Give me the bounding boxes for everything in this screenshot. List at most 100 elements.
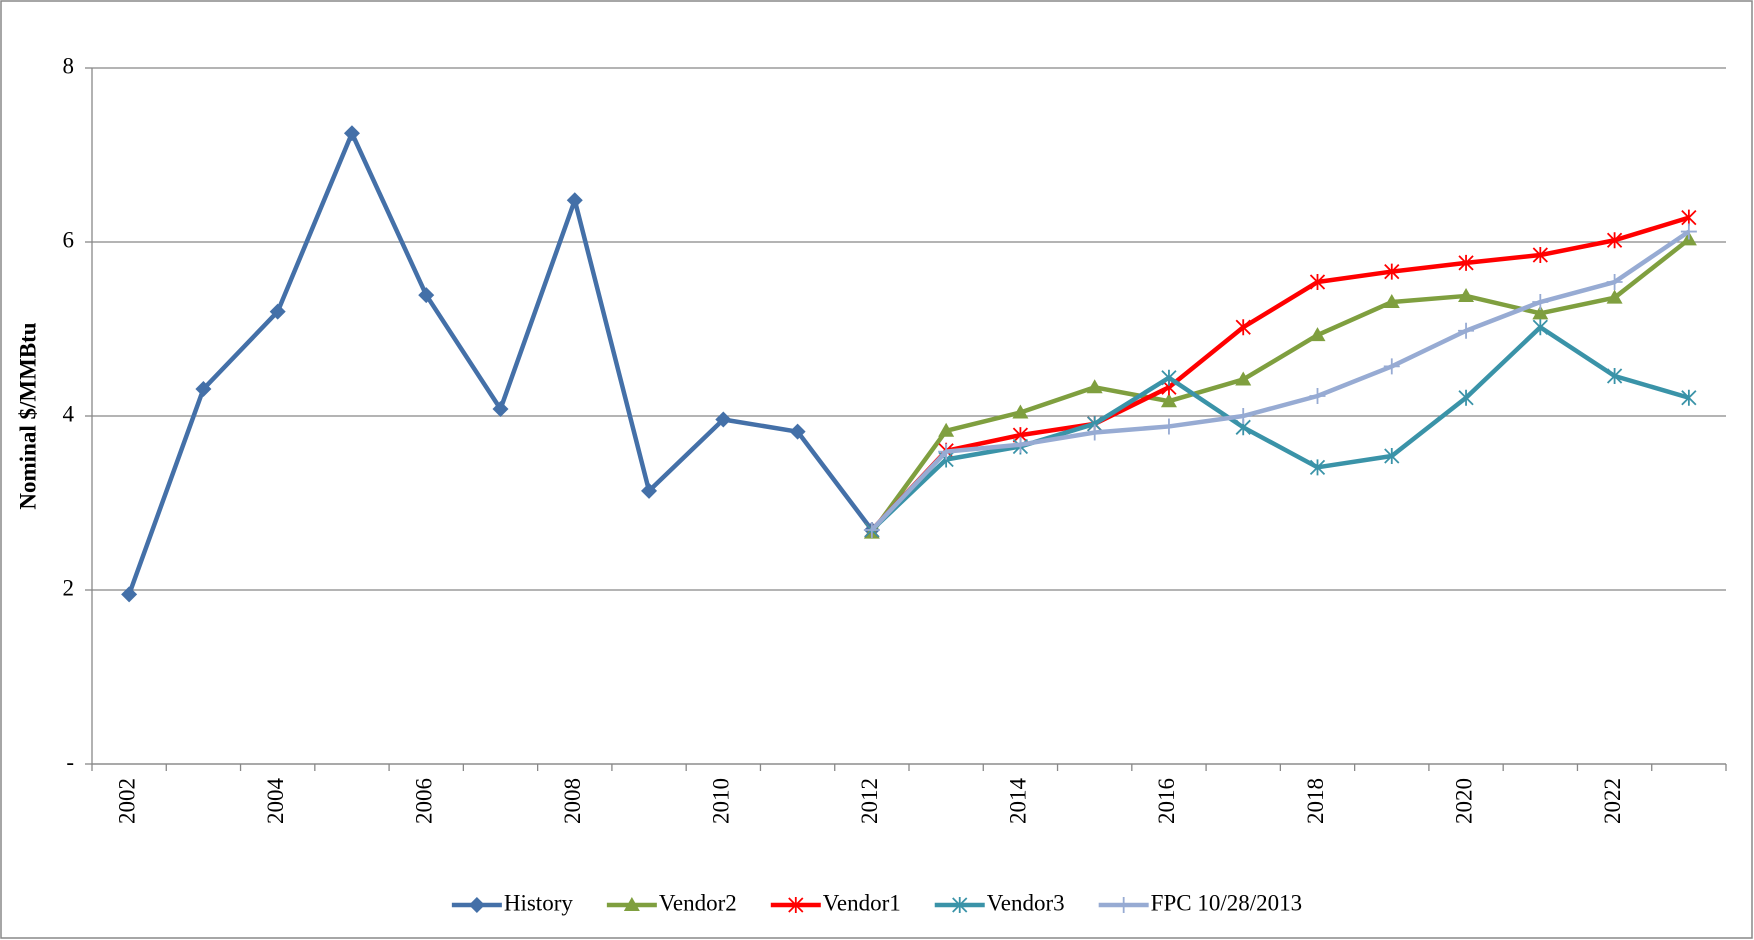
marker-shape	[1532, 305, 1549, 320]
marker	[418, 287, 435, 304]
marker-shape	[952, 897, 968, 913]
marker-shape	[1384, 448, 1400, 465]
marker	[1680, 223, 1697, 240]
marker-shape	[789, 423, 806, 440]
marker	[1383, 358, 1400, 375]
marker	[623, 897, 640, 911]
series-line	[870, 215, 1690, 532]
marker-shape	[1383, 294, 1400, 309]
legend-label: Vendor1	[823, 890, 901, 915]
marker-shape	[1309, 274, 1326, 291]
marker	[641, 482, 658, 499]
marker-shape	[1012, 436, 1029, 453]
marker-shape	[1383, 358, 1400, 375]
marker-shape	[195, 381, 212, 398]
x-tick-label: 2004	[263, 778, 288, 825]
marker	[492, 401, 509, 418]
marker	[1235, 371, 1252, 386]
marker	[1235, 319, 1251, 336]
x-tick-label: 2008	[560, 778, 585, 824]
marker	[938, 422, 955, 437]
marker	[938, 443, 955, 460]
marker	[1606, 274, 1623, 291]
marker	[1458, 322, 1475, 339]
marker-shape	[1160, 393, 1177, 408]
y-tick-label: 8	[63, 53, 75, 78]
x-tick-label: 2022	[1600, 778, 1625, 824]
marker	[468, 897, 485, 913]
marker	[1161, 369, 1177, 386]
marker-shape	[1160, 418, 1177, 435]
marker	[1160, 393, 1177, 408]
marker-shape	[1309, 459, 1326, 476]
marker	[715, 411, 732, 428]
y-tick-label: 2	[63, 575, 75, 600]
marker-shape	[1309, 327, 1326, 342]
marker-shape	[1086, 379, 1103, 394]
marker-shape	[1309, 387, 1326, 404]
marker	[1606, 289, 1623, 304]
marker	[1309, 387, 1326, 404]
marker-shape	[1235, 319, 1251, 336]
marker-shape	[938, 422, 955, 437]
x-tick-label: 2006	[412, 778, 437, 824]
marker	[1086, 379, 1103, 394]
marker-shape	[1532, 294, 1549, 311]
marker-shape	[1532, 319, 1548, 336]
marker-shape	[1458, 389, 1474, 406]
marker	[1235, 408, 1252, 424]
marker-shape	[1235, 408, 1252, 424]
marker-shape	[1606, 289, 1623, 304]
legend-item: FPC 10/28/2013	[1098, 890, 1302, 915]
marker	[863, 521, 880, 538]
legend-item: History	[451, 890, 574, 915]
marker-shape	[121, 586, 138, 603]
marker	[1309, 327, 1326, 342]
marker	[195, 381, 212, 398]
legend-label: Vendor2	[659, 890, 737, 915]
marker	[1086, 424, 1103, 441]
series-line	[870, 229, 1691, 532]
x-tick-label: 2016	[1154, 778, 1179, 824]
marker-shape	[715, 411, 732, 428]
marker-shape	[938, 443, 955, 460]
marker	[1115, 897, 1132, 913]
marker-shape	[863, 521, 880, 538]
x-tick-label: 2018	[1303, 778, 1328, 824]
marker	[1384, 263, 1400, 280]
y-axis-title: Nominal $/MMBtu	[15, 322, 40, 509]
marker-shape	[269, 303, 286, 320]
marker-shape	[492, 401, 509, 418]
marker	[121, 586, 138, 603]
marker	[1606, 367, 1623, 384]
marker	[1309, 274, 1326, 291]
marker	[788, 897, 804, 913]
marker-shape	[788, 897, 804, 913]
legend-label: History	[504, 890, 574, 915]
marker	[1309, 459, 1326, 476]
marker	[1606, 232, 1623, 249]
marker-shape	[1458, 254, 1474, 271]
marker	[789, 423, 806, 440]
legend-label: Vendor3	[987, 890, 1065, 915]
marker-shape	[623, 897, 640, 911]
marker	[269, 303, 286, 320]
y-tick-label: 6	[63, 227, 75, 252]
marker-shape	[343, 125, 360, 142]
marker	[1532, 294, 1549, 311]
marker	[1532, 247, 1548, 264]
marker-shape	[1115, 897, 1132, 913]
marker	[1012, 436, 1029, 453]
marker	[1458, 287, 1475, 302]
marker-shape	[468, 897, 485, 913]
marker-shape	[1681, 209, 1697, 226]
marker	[343, 125, 360, 142]
legend: History Vendor2 Vendor1 Vendor3 FPC 10/28/20…	[451, 890, 1302, 915]
marker	[1458, 389, 1474, 406]
marker-shape	[1606, 367, 1623, 384]
marker	[1384, 448, 1400, 465]
marker	[1458, 254, 1474, 271]
marker	[1012, 404, 1029, 419]
